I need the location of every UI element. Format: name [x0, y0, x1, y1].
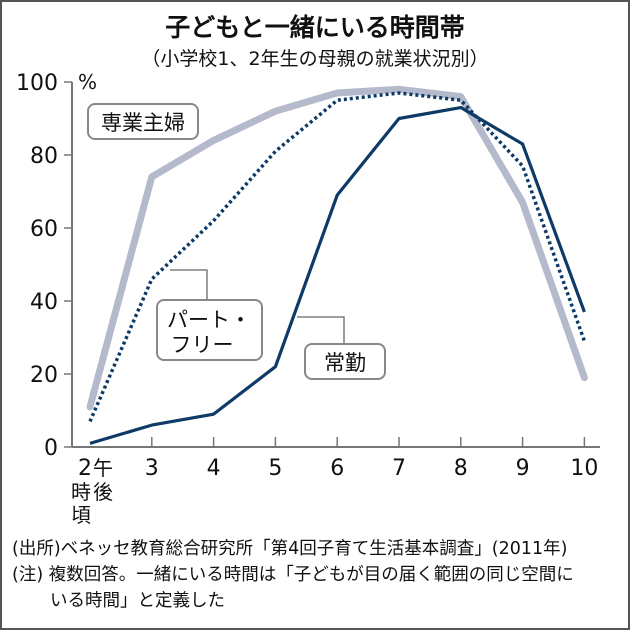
x-tick-label: 8	[454, 456, 468, 481]
label-box-homemaker	[87, 103, 199, 140]
label-parttime-1: パート・	[167, 308, 251, 332]
leader-parttime	[170, 269, 208, 300]
y-tick-label: 20	[30, 363, 58, 388]
label-box-fulltime	[304, 343, 386, 380]
x-tick-label: 7	[392, 456, 406, 481]
label-box-parttime	[156, 299, 263, 361]
y-tick-label: 0	[44, 436, 58, 461]
x-label-gogo-1: 午	[93, 456, 113, 480]
y-tick-label: 80	[30, 144, 58, 169]
label-parttime-2: フリー	[171, 333, 234, 357]
chart-subtitle: （小学校1、2年生の母親の就業状況別）	[141, 48, 489, 70]
y-tick-label: 60	[30, 217, 58, 242]
x-tick-label: 3	[145, 456, 159, 481]
x-tick-label: 2	[78, 456, 92, 481]
x-tick-label: 10	[570, 456, 598, 481]
x-tick-label: 5	[268, 456, 282, 481]
label-homemaker: 専業主婦	[101, 111, 185, 135]
y-unit-label: %	[78, 70, 97, 94]
x-label-jikoro-2: 頃	[71, 503, 91, 527]
source-note: (出所)ベネッセ教育総合研究所「第4回子育て生活基本調査」(2011年)	[12, 539, 568, 559]
series-homemaker-line	[86, 85, 588, 411]
chart-title: 子どもと一緒にいる時間帯	[165, 13, 465, 42]
x-tick-label: 4	[207, 456, 221, 481]
x-tick-label: 9	[516, 456, 530, 481]
x-tick-label: 6	[330, 456, 344, 481]
leader-fulltime	[297, 316, 345, 345]
footnote-line-2: いる時間」と定義した	[50, 591, 225, 611]
series-fulltime-line	[89, 105, 586, 445]
label-fulltime: 常勤	[324, 351, 366, 375]
y-tick-label: 40	[30, 290, 58, 315]
x-label-jikoro-1: 時	[71, 480, 91, 504]
y-tick-label: 100	[16, 71, 58, 96]
footnote-line-1: (注) 複数回答。一緒にいる時間は「子どもが目の届く範囲の同じ空間に	[12, 565, 574, 585]
x-label-gogo-2: 後	[93, 480, 113, 504]
